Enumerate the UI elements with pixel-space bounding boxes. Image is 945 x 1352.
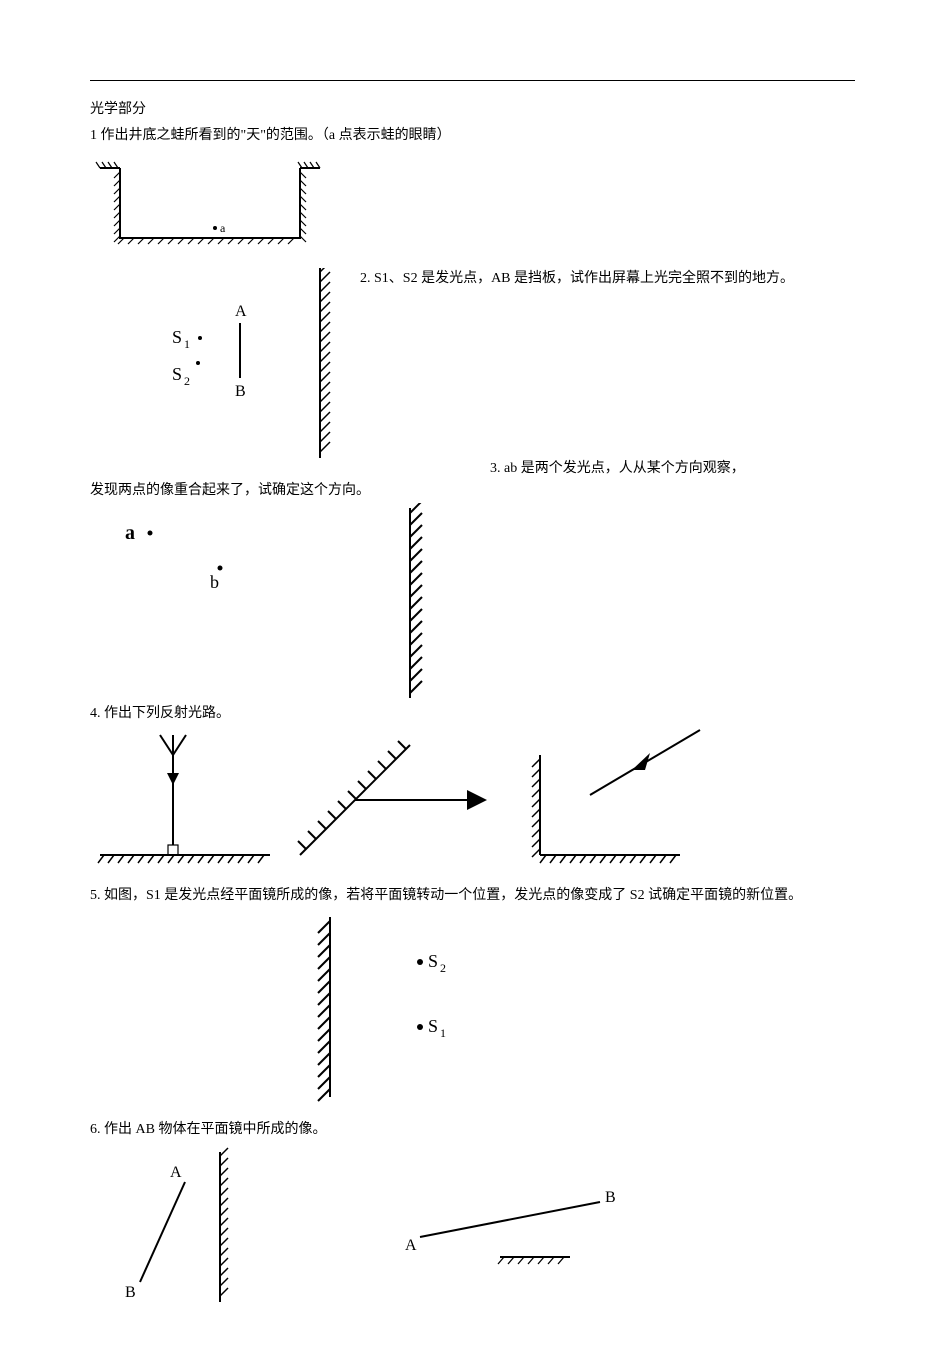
q3-label-a: a [125, 522, 135, 544]
q1-figure: a [90, 148, 350, 268]
q3-label-b: b [210, 572, 219, 592]
q6-right-label-A: A [405, 1237, 417, 1254]
q6-text: 6. 作出 AB 物体在平面镜中所成的像。 [90, 1119, 855, 1141]
q5-label-S1-sub: 1 [440, 1026, 446, 1040]
q2-text: 2. S1、S2 是发光点，AB 是挡板，试作出屏幕上光完全照不到的地方。 [360, 268, 794, 290]
q2-label-S2: S [172, 364, 182, 384]
q3-top-row: 3. ab 是两个发光点，人从某个方向观察， [90, 458, 855, 480]
q3-text-a: 3. ab 是两个发光点，人从某个方向观察， [490, 458, 745, 480]
q5-text: 5. 如图，S1 是发光点经平面镜所成的像，若将平面镜转动一个位置，发光点的像变… [90, 885, 855, 907]
q4-figure [90, 725, 730, 885]
q2-row: A B S 1 S 2 2. S1、S2 是发光点，AB 是挡板，试作出屏幕上光… [90, 268, 855, 458]
q6-left-label-A: A [170, 1164, 182, 1181]
q2-label-S1-sub: 1 [184, 337, 190, 351]
q2-figure: A B S 1 S 2 [90, 268, 360, 458]
q5-label-S2: S [428, 951, 438, 971]
q6-right-label-B: B [605, 1189, 616, 1206]
q2-label-A: A [235, 303, 247, 320]
q4-text: 4. 作出下列反射光路。 [90, 703, 855, 725]
q5-label-S1: S [428, 1016, 438, 1036]
section-title: 光学部分 [90, 99, 855, 121]
q2-label-S1: S [172, 327, 182, 347]
q6-left-label-B: B [125, 1284, 136, 1301]
q5-figure: S 2 S 1 [270, 907, 670, 1107]
top-rule [90, 80, 855, 81]
q2-label-S2-sub: 2 [184, 374, 190, 388]
q1-label-a: a [220, 221, 226, 235]
q3-text-b: 发现两点的像重合起来了，试确定这个方向。 [90, 480, 855, 502]
q5-label-S2-sub: 2 [440, 961, 446, 975]
q2-label-B: B [235, 383, 246, 400]
page: 光学部分 1 作出井底之蛙所看到的"天"的范围。（a 点表示蛙的眼睛） a [0, 0, 945, 1352]
q6-figure: A B A B [90, 1142, 710, 1312]
q3-figure: a b [90, 503, 470, 703]
q1-text: 1 作出井底之蛙所看到的"天"的范围。（a 点表示蛙的眼睛） [90, 125, 855, 147]
